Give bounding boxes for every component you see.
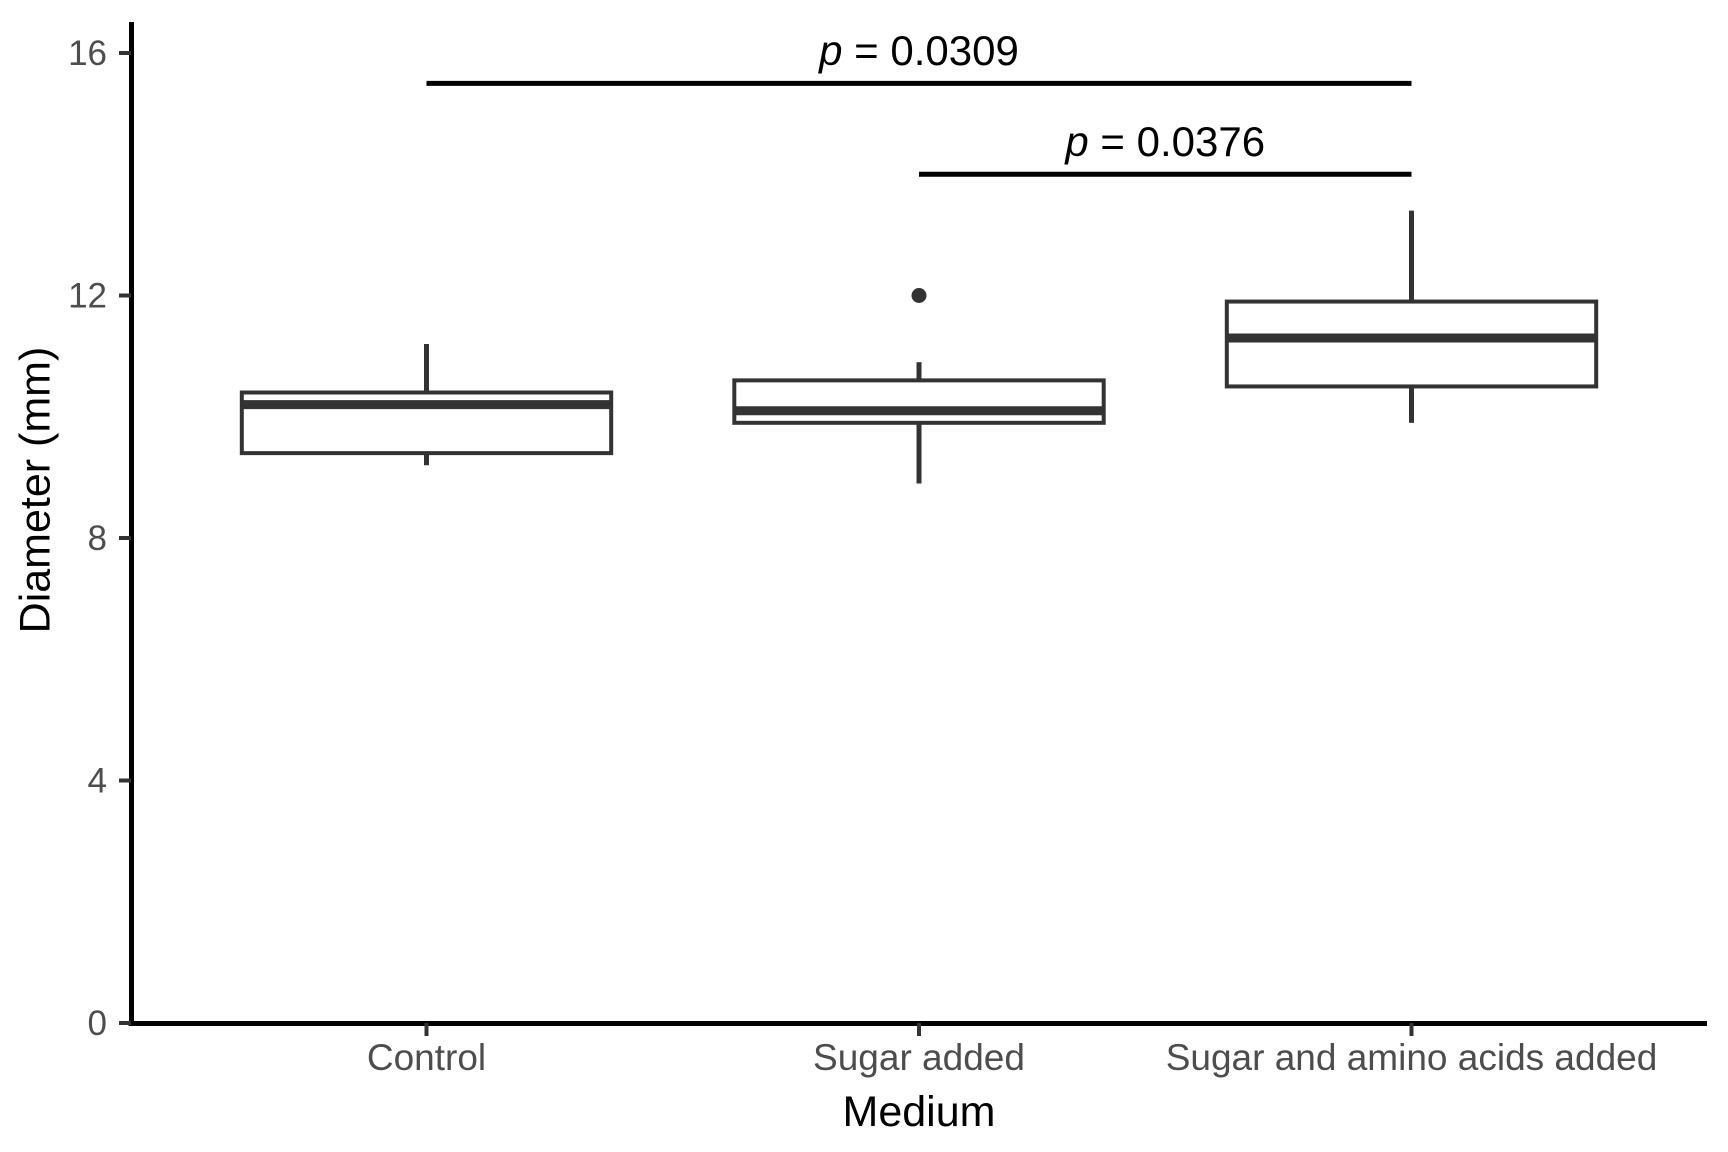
x-axis-title: Medium [842,1088,996,1136]
y-tick-label: 12 [68,277,107,316]
y-tick-label: 16 [68,34,107,73]
y-axis-title: Diameter (mm) [11,346,60,634]
y-tick-label: 0 [88,1004,107,1043]
x-tick-label-sugar-added: Sugar added [813,1037,1025,1078]
box-sugar-added [732,378,1106,425]
p-value-label-1: p = 0.0309 [817,27,1019,74]
x-tick-label-sugar-and-amino-acids-added: Sugar and amino acids added [1166,1037,1658,1078]
outlier-point-sugar-added [911,288,927,303]
box-sugar-and-amino-acids-added [1224,299,1599,389]
x-tick-label-control: Control [367,1037,486,1078]
y-tick-label: 8 [88,519,107,558]
y-tick-label: 4 [88,762,107,801]
p-value-label-2: p = 0.0376 [1063,118,1265,165]
